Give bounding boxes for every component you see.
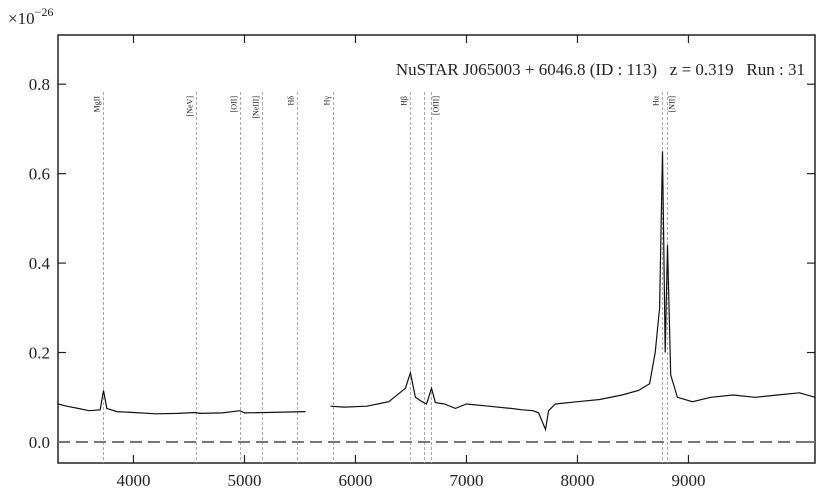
x-tick-label: 5000 bbox=[227, 471, 261, 490]
chart-title: NuSTAR J065003 + 6046.8 (ID : 113) z = 0… bbox=[396, 60, 805, 79]
emission-line-label: [OII] bbox=[229, 96, 238, 113]
y-tick-label: 0.6 bbox=[29, 165, 50, 184]
emission-line-label: Hα bbox=[651, 95, 660, 106]
emission-line-label: [NeV] bbox=[186, 96, 195, 117]
y-multiplier: ×10−26 bbox=[8, 5, 53, 28]
spectrum-line bbox=[57, 151, 816, 432]
multiplier-exponent: −26 bbox=[35, 5, 54, 19]
y-tick-label: 0.4 bbox=[29, 254, 51, 273]
emission-line-label: [OIII] bbox=[432, 96, 441, 115]
x-tick-label: 7000 bbox=[449, 471, 483, 490]
x-tick-label: 6000 bbox=[338, 471, 372, 490]
y-tick-label: 0.0 bbox=[29, 433, 50, 452]
emission-line-label: [NII] bbox=[667, 96, 676, 113]
emission-line-label: MgII bbox=[93, 96, 102, 113]
x-tick-label: 9000 bbox=[671, 471, 705, 490]
plot-frame bbox=[57, 34, 816, 464]
emission-line-label: Hβ bbox=[399, 96, 408, 106]
emission-line-label: Hδ bbox=[286, 96, 295, 106]
y-tick-label: 0.2 bbox=[29, 344, 50, 363]
x-tick-label: 4000 bbox=[116, 471, 150, 490]
emission-line-label: [NeIII] bbox=[251, 96, 260, 119]
x-tick-label: 8000 bbox=[560, 471, 594, 490]
y-tick-label: 0.8 bbox=[29, 75, 50, 94]
multiplier-base: ×10 bbox=[8, 9, 35, 28]
emission-line-label: Hγ bbox=[322, 96, 331, 106]
